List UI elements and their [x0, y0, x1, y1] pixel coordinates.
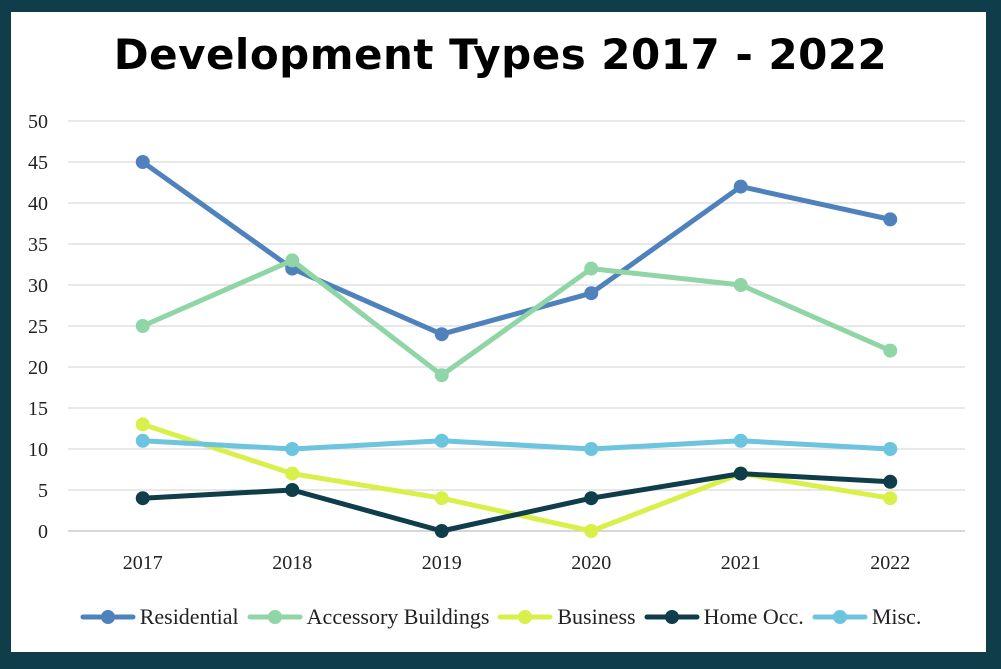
data-point [883, 491, 898, 506]
legend-item: Home Occ. [644, 604, 804, 630]
legend-label: Residential [139, 604, 239, 629]
data-point [584, 524, 599, 538]
y-tick-label: 30 [28, 275, 48, 297]
legend-item: Misc. [812, 604, 922, 630]
x-tick-label: 2018 [272, 552, 312, 574]
legend-swatch [497, 610, 553, 624]
legend-label: Accessory Buildings [306, 604, 490, 629]
data-point [883, 442, 898, 456]
y-tick-label: 25 [28, 316, 48, 338]
data-point [733, 179, 748, 194]
y-tick-label: 40 [28, 193, 48, 215]
data-point [285, 466, 300, 481]
x-tick-label: 2021 [721, 552, 761, 574]
series-lines [135, 155, 898, 538]
x-tick-label: 2019 [422, 552, 462, 574]
data-point [883, 343, 898, 358]
data-point [434, 524, 449, 538]
data-point [584, 491, 599, 506]
legend-item: Business [497, 604, 636, 630]
series-line [140, 159, 893, 337]
data-point [733, 278, 748, 292]
chart-legend: Residential Accessory Buildings Business Ho… [0, 604, 1001, 630]
data-point [883, 474, 898, 489]
x-tick-label: 2020 [571, 552, 611, 574]
y-tick-label: 45 [28, 152, 48, 174]
legend-item: Accessory Buildings [247, 604, 490, 630]
x-tick-label: 2022 [870, 552, 910, 574]
data-point [135, 417, 150, 432]
data-point [285, 483, 300, 497]
data-point [135, 491, 150, 506]
data-point [733, 433, 748, 448]
data-point [285, 253, 300, 268]
data-point [135, 155, 150, 169]
y-axis-ticks: 0 5 10 15 20 25 30 35 40 45 50 [28, 111, 48, 543]
data-point [434, 433, 449, 448]
y-tick-label: 15 [28, 398, 48, 420]
data-point [733, 466, 748, 481]
data-point [883, 212, 898, 227]
y-tick-label: 20 [28, 357, 48, 379]
series-misc [135, 433, 898, 456]
legend-label: Home Occ. [703, 604, 804, 629]
series-residential [135, 155, 898, 342]
data-point [135, 433, 150, 448]
legend-swatch [247, 610, 303, 624]
series-home-occ [135, 466, 898, 538]
x-axis-ticks: 2017 2018 2019 2020 2021 2022 [123, 552, 911, 574]
legend-swatch [812, 610, 868, 624]
legend-swatch [80, 610, 136, 624]
series-accessory-buildings [135, 253, 898, 383]
series-line [140, 471, 893, 534]
data-point [434, 368, 449, 383]
y-tick-label: 50 [28, 111, 48, 133]
legend-label: Business [557, 604, 636, 629]
series-line [140, 438, 893, 452]
series-line [140, 257, 893, 378]
data-point [135, 319, 150, 333]
data-point [584, 286, 599, 301]
y-tick-label: 10 [28, 439, 48, 461]
y-tick-label: 5 [38, 480, 48, 502]
data-point [584, 442, 599, 456]
data-point [285, 442, 300, 456]
data-point [434, 491, 449, 506]
y-tick-label: 35 [28, 234, 48, 256]
data-point [434, 327, 449, 342]
data-point [584, 261, 599, 276]
y-tick-label: 0 [38, 521, 48, 543]
legend-item: Residential [80, 604, 239, 630]
legend-label: Misc. [871, 604, 922, 629]
legend-swatch [644, 610, 700, 624]
x-tick-label: 2017 [123, 552, 163, 574]
chart-title: Development Types 2017 - 2022 [113, 30, 888, 79]
